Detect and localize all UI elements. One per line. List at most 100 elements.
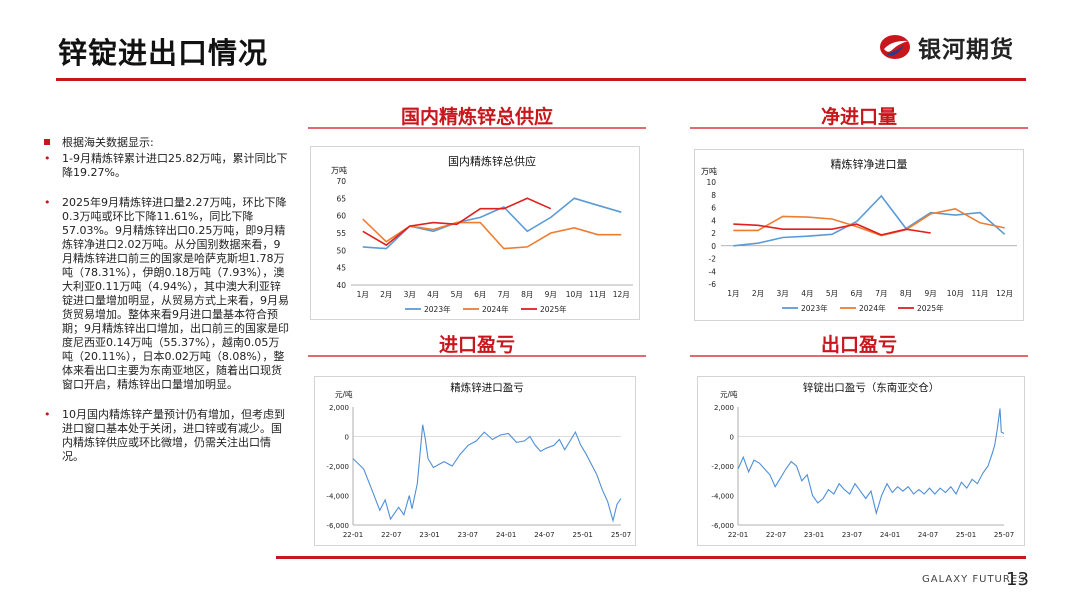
y-tick-label: 6 — [711, 204, 716, 213]
x-tick-label: 1月 — [357, 290, 369, 299]
y-tick-label: 60 — [336, 212, 346, 221]
y-tick-label: 0 — [730, 434, 734, 442]
x-tick-label: 22-07 — [766, 531, 786, 539]
y-axis-unit: 元/吨 — [335, 389, 353, 399]
x-tick-label: 25-01 — [573, 531, 593, 539]
brand-name: 银河期货 — [918, 37, 1014, 63]
dot-bullet-icon: • — [44, 196, 51, 209]
y-tick-label: 70 — [336, 177, 346, 186]
x-tick-label: 8月 — [900, 289, 912, 298]
square-bullet-icon — [44, 139, 50, 145]
legend-label: 2024年 — [482, 304, 509, 314]
legend-label: 2023年 — [801, 303, 828, 313]
x-tick-label: 5月 — [451, 290, 463, 299]
y-tick-label: 55 — [336, 229, 346, 238]
x-tick-label: 7月 — [498, 290, 510, 299]
chart-title: 精炼锌净进口量 — [831, 157, 908, 171]
footer-rule — [276, 556, 1026, 559]
series-line — [737, 408, 1005, 516]
y-tick-label: 45 — [336, 264, 346, 273]
bullet-text: 根据海关数据显示: — [62, 136, 154, 149]
y-tick-label: -6,000 — [711, 522, 734, 530]
section-rule — [690, 355, 1028, 357]
y-tick-label: -6 — [709, 280, 717, 289]
y-tick-label: 0 — [345, 434, 349, 442]
chart-export-pl: 锌锭出口盈亏（东南亚交仓） 元/吨 -6,000 -4,000 -2,000 0 2,000… — [697, 376, 1025, 546]
chart-supply: 国内精炼锌总供应 万吨 40 45 50 55 60 65 70 1月 2月 3月 4月 5月 6月 7月 8月… — [310, 146, 640, 320]
y-tick-label: 2 — [711, 229, 716, 238]
section-rule — [308, 127, 646, 129]
y-tick-label: 50 — [336, 246, 346, 255]
header-rule — [56, 78, 1026, 81]
series-line — [362, 197, 622, 250]
dot-bullet-icon: • — [44, 152, 51, 165]
y-tick-label: 2,000 — [714, 404, 734, 412]
bullet-item: • 2025年9月精炼锌进口量2.27万吨，环比下降0.3万吨或环比下降11.61… — [44, 196, 290, 392]
x-tick-label: 2月 — [752, 289, 764, 298]
x-tick-label: 12月 — [996, 289, 1013, 298]
y-tick-label: -2 — [709, 255, 717, 264]
x-tick-label: 9月 — [545, 290, 557, 299]
x-tick-label: 24-07 — [534, 531, 554, 539]
x-tick-label: 25-01 — [956, 531, 976, 539]
x-tick-label: 4月 — [427, 290, 439, 299]
chart-export-pl-svg: 锌锭出口盈亏（东南亚交仓） 元/吨 -6,000 -4,000 -2,000 0 2,000… — [711, 381, 1014, 539]
x-tick-label: 12月 — [613, 290, 630, 299]
x-tick-label: 24-01 — [880, 531, 900, 539]
y-axis-unit: 万吨 — [331, 165, 347, 175]
x-tick-label: 4月 — [801, 289, 813, 298]
bullet-item: • 1-9月精炼锌累计进口25.82万吨，累计同比下降19.27%。 — [44, 152, 290, 180]
commentary: 根据海关数据显示: • 1-9月精炼锌累计进口25.82万吨，累计同比下降19.2… — [44, 136, 290, 466]
legend-label: 2023年 — [424, 304, 451, 314]
y-tick-label: -4,000 — [711, 493, 734, 501]
y-axis-unit: 元/吨 — [720, 389, 738, 399]
y-tick-label: 65 — [336, 194, 346, 203]
series-line — [733, 207, 1005, 237]
bullet-text: 2025年9月精炼锌进口量2.27万吨，环比下降0.3万吨或环比下降11.61%… — [62, 196, 289, 391]
x-tick-label: 22-01 — [343, 531, 363, 539]
brand-logo: 银河期货 — [878, 30, 1014, 64]
footer-brand: GALAXY FUTURES — [922, 574, 1026, 585]
x-tick-label: 22-01 — [728, 531, 748, 539]
x-tick-label: 3月 — [777, 289, 789, 298]
dot-bullet-icon: • — [44, 408, 51, 421]
section-title-supply: 国内精炼锌总供应 — [400, 106, 553, 128]
x-tick-label: 1月 — [727, 289, 739, 298]
series-line — [352, 424, 622, 523]
chart-import-pl: 精炼锌进口盈亏 元/吨 -6,000 -4,000 -2,000 0 2,000 22-01 2… — [314, 376, 636, 546]
x-tick-label: 24-01 — [496, 531, 516, 539]
y-tick-label: -4 — [709, 267, 717, 276]
section-title-net-import: 净进口量 — [820, 106, 897, 128]
section-rule — [690, 127, 1028, 129]
y-tick-label: 0 — [711, 242, 716, 251]
chart-title: 锌锭出口盈亏（东南亚交仓） — [803, 381, 940, 394]
chart-title: 精炼锌进口盈亏 — [450, 381, 524, 394]
x-tick-label: 10月 — [566, 290, 583, 299]
bullet-text: 1-9月精炼锌累计进口25.82万吨，累计同比下降19.27%。 — [62, 152, 288, 179]
x-tick-label: 23-07 — [842, 531, 862, 539]
galaxy-logo-icon — [880, 35, 910, 59]
x-tick-label: 7月 — [875, 289, 887, 298]
x-tick-label: 23-01 — [419, 531, 439, 539]
x-tick-label: 6月 — [851, 289, 863, 298]
y-tick-label: -2,000 — [711, 463, 734, 471]
x-tick-label: 23-01 — [804, 531, 824, 539]
section-title-import-pl: 进口盈亏 — [438, 334, 515, 356]
page-title: 锌锭进出口情况 — [58, 36, 269, 70]
y-tick-label: 8 — [711, 191, 716, 200]
x-tick-label: 6月 — [474, 290, 486, 299]
x-tick-label: 25-07 — [611, 531, 631, 539]
section-title-export-pl: 出口盈亏 — [820, 334, 897, 356]
y-tick-label: -4,000 — [326, 493, 349, 501]
x-tick-label: 8月 — [521, 290, 533, 299]
section-rule — [308, 355, 646, 357]
y-tick-label: -6,000 — [326, 522, 349, 530]
legend-label: 2025年 — [917, 303, 944, 313]
y-tick-label: 4 — [711, 216, 716, 225]
x-tick-label: 22-07 — [381, 531, 401, 539]
x-tick-label: 10月 — [947, 289, 964, 298]
x-tick-label: 25-07 — [994, 531, 1014, 539]
series-line — [733, 194, 1006, 247]
